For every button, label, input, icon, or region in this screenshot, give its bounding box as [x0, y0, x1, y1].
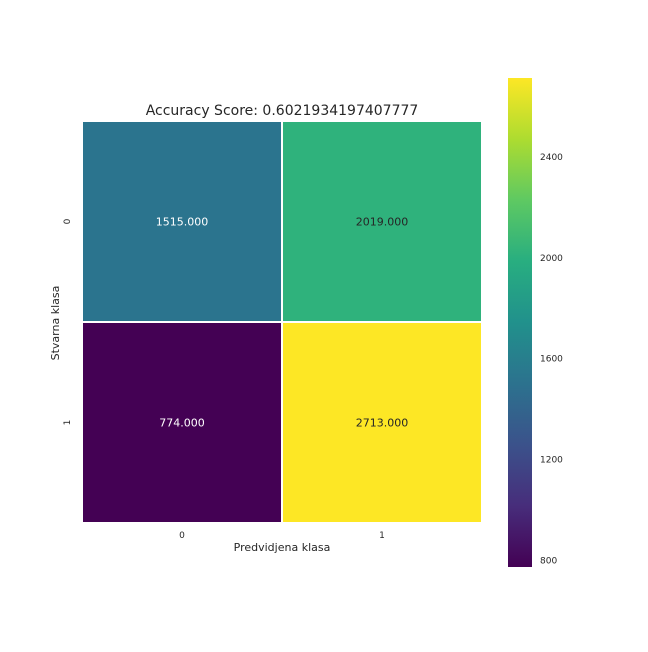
heatmap-cell-labels: 1515.000 2019.000 774.000 2713.000	[156, 216, 409, 430]
heatmap-cell	[281, 321, 483, 524]
cell-value-label: 2713.000	[356, 417, 409, 430]
colorbar-tick-label: 1200	[540, 456, 563, 466]
colorbar-tick-label: 2000	[540, 254, 563, 264]
x-axis-label: Predvidjena klasa	[234, 541, 331, 554]
colorbar-tick-label: 1600	[540, 355, 563, 365]
cell-value-label: 2019.000	[356, 216, 409, 229]
y-tick-label: 0	[63, 218, 73, 224]
cell-value-label: 1515.000	[156, 216, 209, 229]
colorbar	[508, 78, 532, 567]
heatmap-cell	[81, 120, 283, 323]
colorbar-tick-label: 2400	[540, 153, 563, 163]
y-axis-ticks: 01	[63, 218, 73, 425]
colorbar-ticks: 800 1200 1600 2000 2400	[540, 153, 563, 567]
y-tick-label: 1	[63, 420, 73, 426]
heatmap-cell	[81, 321, 283, 524]
heatmap-cell	[281, 120, 483, 323]
chart-title: Accuracy Score: 0.6021934197407777	[146, 103, 419, 119]
cell-value-label: 774.000	[159, 417, 205, 430]
x-tick-label: 0	[179, 531, 185, 541]
colorbar-tick-label: 800	[540, 556, 557, 566]
x-tick-label: 1	[379, 531, 385, 541]
heatmap-cells	[81, 120, 483, 524]
y-axis-label: Stvarna klasa	[49, 286, 62, 361]
